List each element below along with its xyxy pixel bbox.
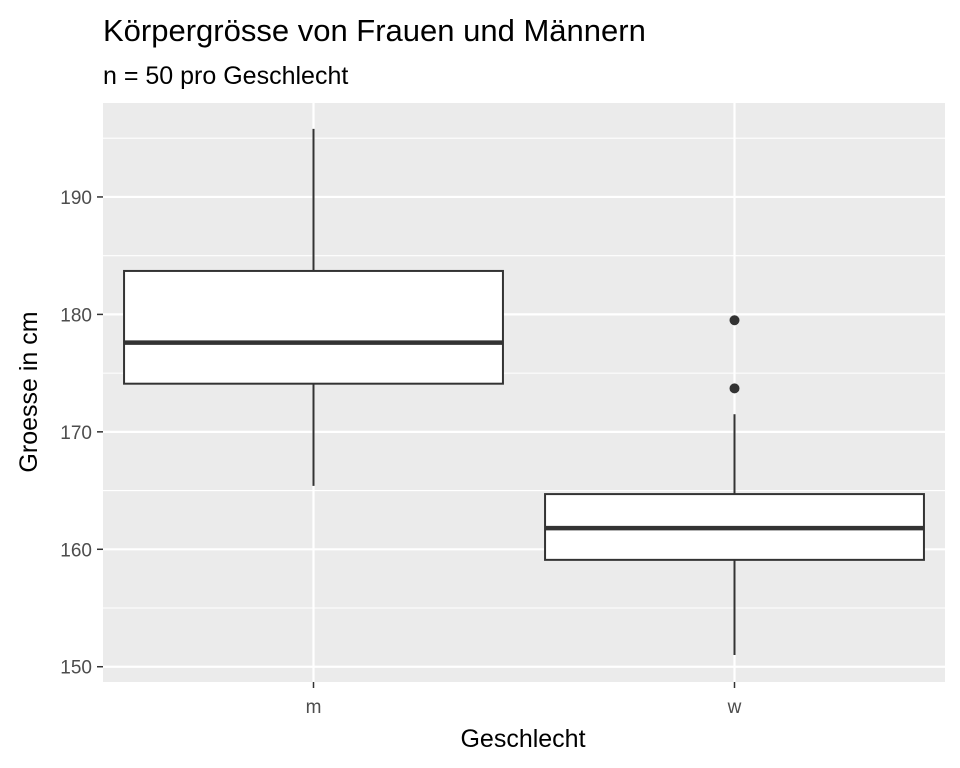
- y-tick-label: 150: [60, 658, 92, 679]
- box-m: [123, 128, 504, 486]
- chart-subtitle: n = 50 pro Geschlecht: [103, 62, 348, 90]
- y-tick-label: 180: [60, 305, 92, 326]
- y-tick-label: 190: [60, 188, 92, 209]
- outlier-point: [729, 383, 740, 394]
- chart-title: Körpergrösse von Frauen und Männern: [103, 13, 646, 48]
- x-tick-label: w: [727, 697, 742, 718]
- plot-panel: [103, 103, 945, 682]
- box-iqr: [123, 269, 504, 385]
- box-w: [544, 315, 925, 655]
- y-tick-label: 170: [60, 423, 92, 444]
- x-axis-title: Geschlecht: [460, 725, 585, 753]
- x-tick-label: m: [306, 697, 322, 718]
- outlier-point: [729, 315, 740, 326]
- y-axis-title: Groesse in cm: [15, 311, 43, 472]
- y-axis-ticks: 150 160 170 180 190: [60, 188, 103, 679]
- boxes-layer: [123, 128, 925, 655]
- y-tick-label: 160: [60, 540, 92, 561]
